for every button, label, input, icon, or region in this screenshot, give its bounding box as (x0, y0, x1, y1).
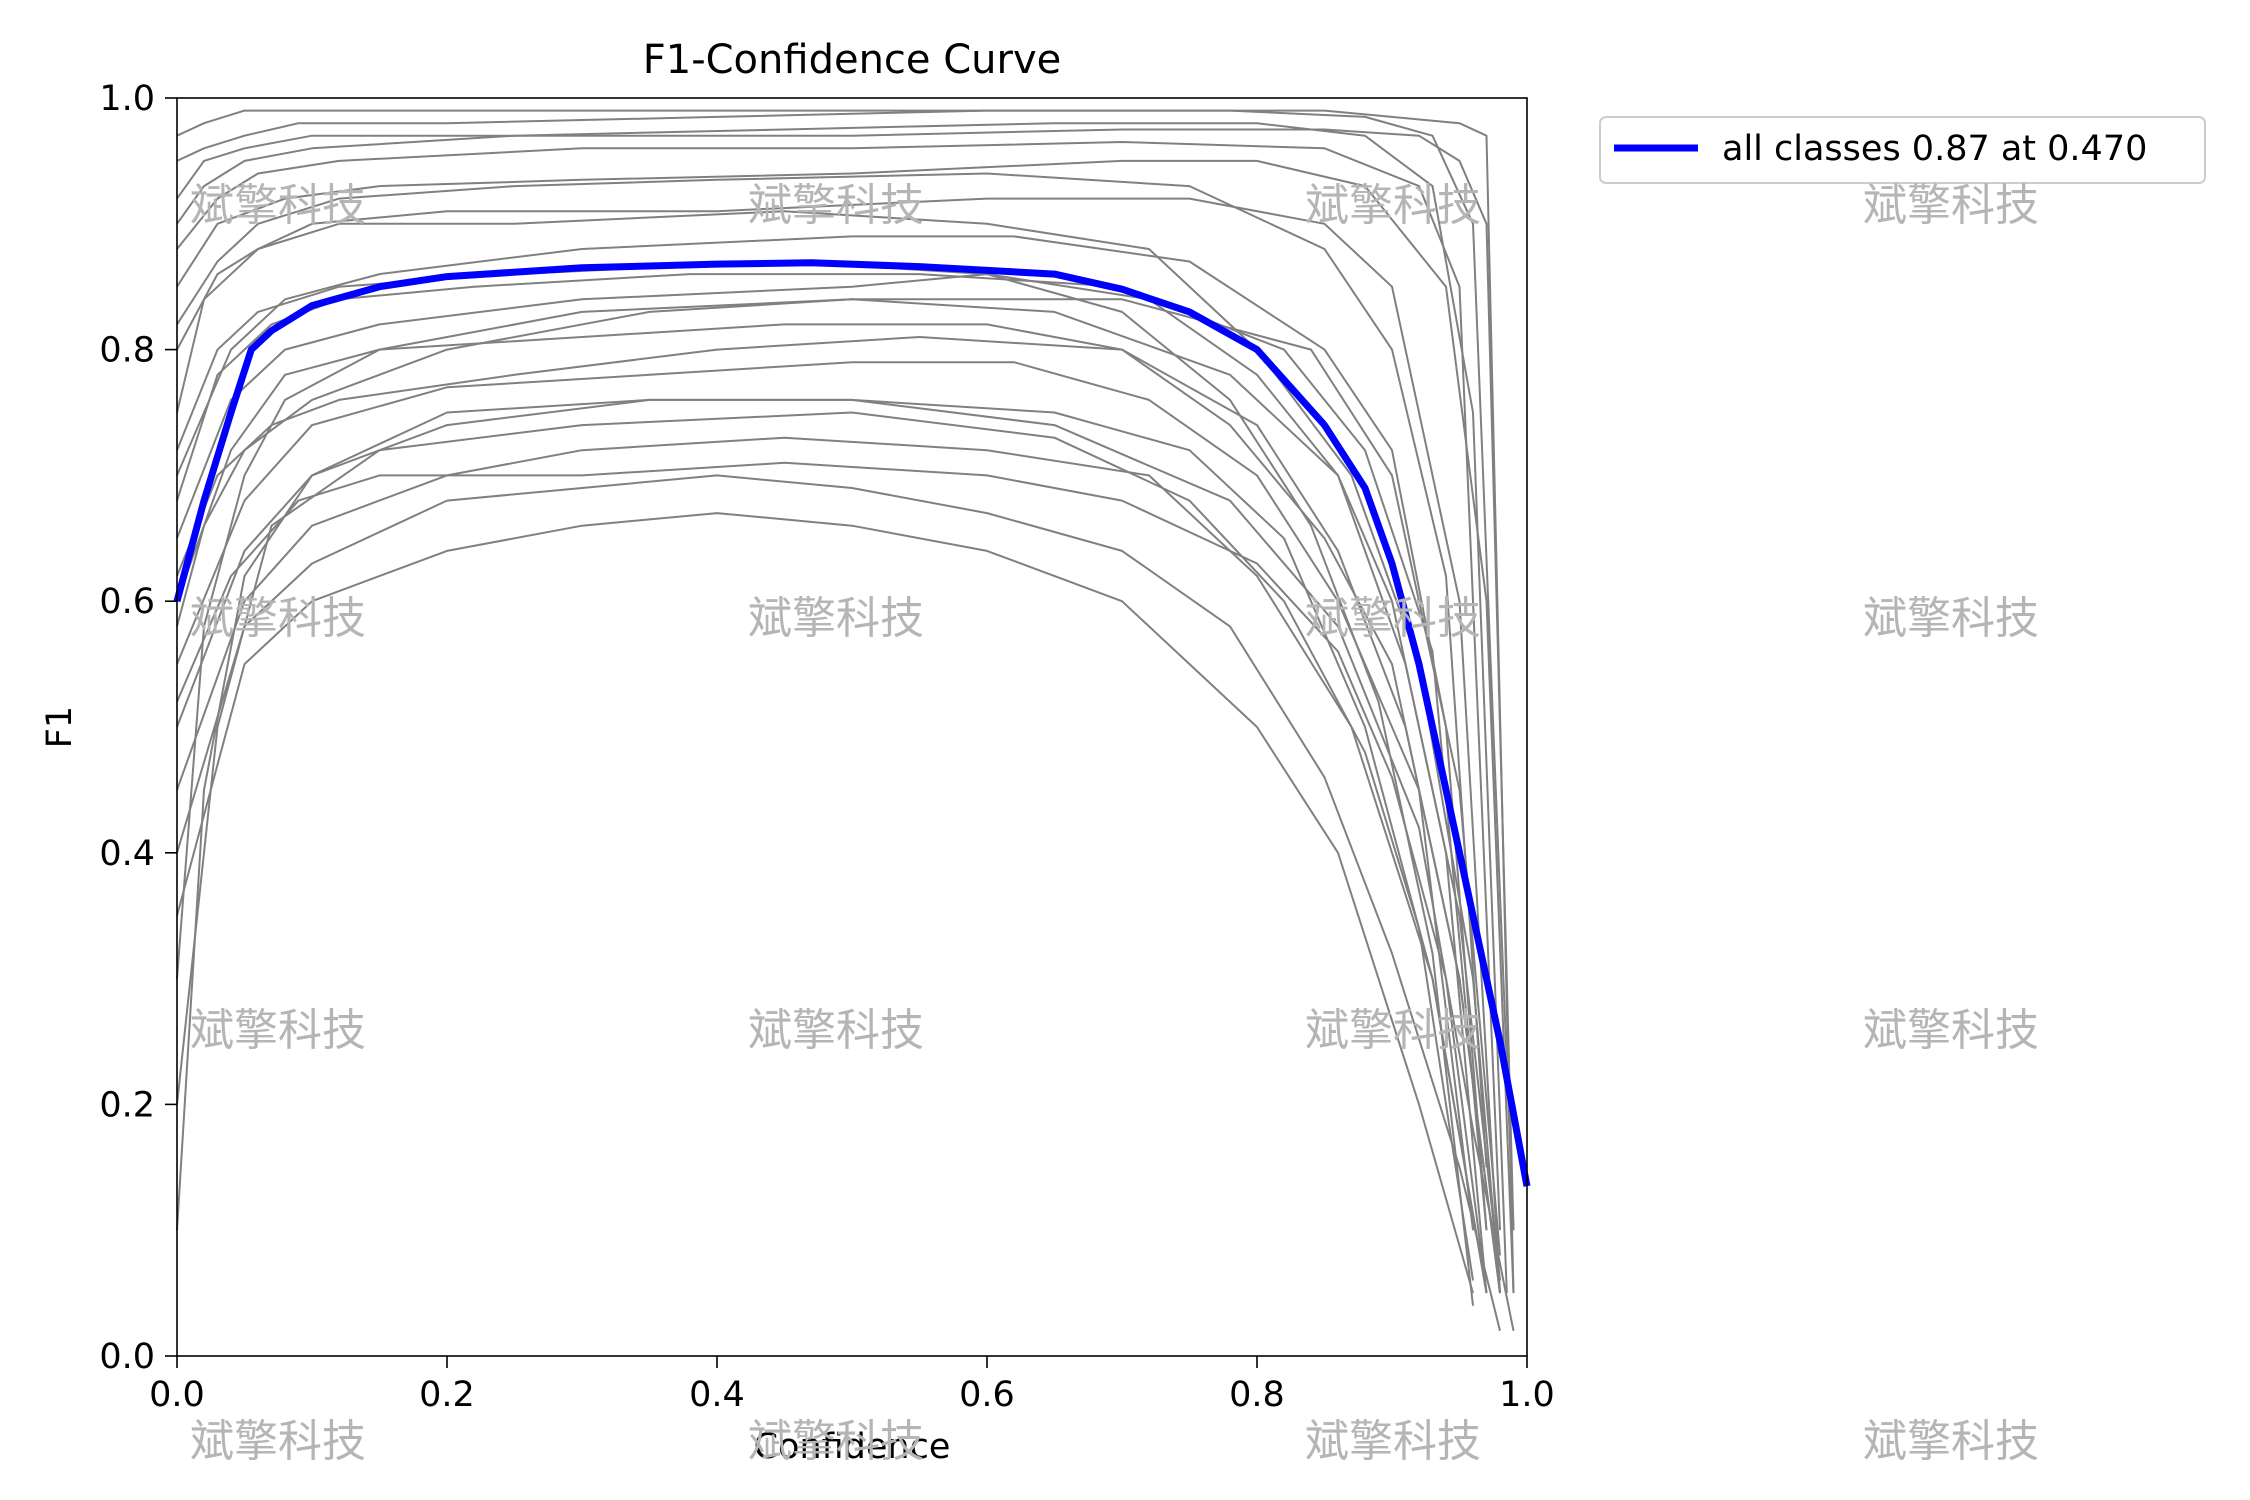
watermark: 斌擎科技 (748, 180, 924, 231)
class-curve-line (176, 235, 1488, 1231)
class-curve-line (176, 436, 1488, 1294)
x-tick-label: 0.0 (149, 1375, 205, 1415)
class-curve-line (176, 197, 1501, 1294)
class-curve-line (176, 128, 1515, 1231)
y-tick-label: 0.4 (99, 834, 155, 874)
watermark: 斌擎科技 (1305, 1416, 1481, 1467)
class-curve-line (176, 273, 1488, 1231)
class-curve-line (176, 398, 1515, 1331)
y-tick-label: 1.0 (99, 79, 155, 119)
class-curve-line (176, 461, 1488, 1294)
y-tick-label: 0.2 (99, 1085, 155, 1125)
watermark: 斌擎科技 (1305, 1005, 1481, 1056)
watermark: 斌擎科技 (1863, 180, 2039, 231)
class-curves-group (176, 109, 1515, 1332)
watermark: 斌擎科技 (748, 593, 924, 644)
watermark: 斌擎科技 (748, 1005, 924, 1056)
class-curve-line (176, 172, 1488, 1168)
watermark: 斌擎科技 (190, 1005, 366, 1056)
watermark: 斌擎科技 (1305, 593, 1481, 644)
plot-area (177, 98, 1527, 1356)
y-tick-label: 0.6 (99, 582, 155, 622)
x-tick-label: 0.4 (689, 1375, 745, 1415)
watermark: 斌擎科技 (190, 1416, 366, 1467)
y-tick-label: 0.8 (99, 331, 155, 371)
watermark: 斌擎科技 (1863, 1416, 2039, 1467)
y-axis-label: F1 (40, 706, 80, 748)
watermark: 斌擎科技 (190, 593, 366, 644)
watermark: 斌擎科技 (748, 1416, 924, 1467)
class-curve-line (176, 411, 1474, 1281)
x-tick-label: 1.0 (1499, 1375, 1555, 1415)
legend-label-all-classes: all classes 0.87 at 0.470 (1722, 129, 2147, 169)
y-axis-ticks: 0.0 0.2 0.4 0.6 0.8 1.0 (99, 79, 177, 1377)
x-tick-label: 0.8 (1229, 1375, 1285, 1415)
legend: all classes 0.87 at 0.470 (1599, 116, 2206, 184)
class-curve-line (176, 298, 1501, 1256)
class-curve-line (176, 109, 1515, 1231)
plot-frame (176, 97, 1528, 1357)
watermark: 斌擎科技 (1305, 180, 1481, 231)
all-classes-line (173, 259, 1531, 1187)
class-curve-line (176, 512, 1474, 1294)
watermark-group: 斌擎科技 斌擎科技 斌擎科技 斌擎科技 斌擎科技 斌擎科技 斌擎科技 斌擎科技 … (190, 180, 2039, 1467)
class-curve-line (176, 141, 1501, 1231)
class-curve-line (176, 260, 1474, 1306)
x-tick-label: 0.6 (959, 1375, 1015, 1415)
class-curve-line (176, 122, 1508, 1294)
legend-box (1599, 116, 2206, 184)
class-curve-line (176, 474, 1501, 1332)
all-classes-series-group (173, 259, 1531, 1187)
class-curve-line (176, 323, 1501, 1294)
chart-title: F1-Confidence Curve (643, 37, 1062, 83)
watermark: 斌擎科技 (1863, 593, 2039, 644)
class-curve-line (176, 398, 1488, 1294)
y-tick-label: 0.0 (99, 1337, 155, 1377)
x-axis-label: Confidence (754, 1427, 951, 1467)
watermark: 斌擎科技 (1863, 1005, 2039, 1056)
class-curve-line (176, 159, 1515, 1294)
x-tick-label: 0.2 (419, 1375, 475, 1415)
x-axis-ticks: 0.0 0.2 0.4 0.6 0.8 1.0 (149, 1356, 1555, 1415)
watermark: 斌擎科技 (190, 180, 366, 231)
